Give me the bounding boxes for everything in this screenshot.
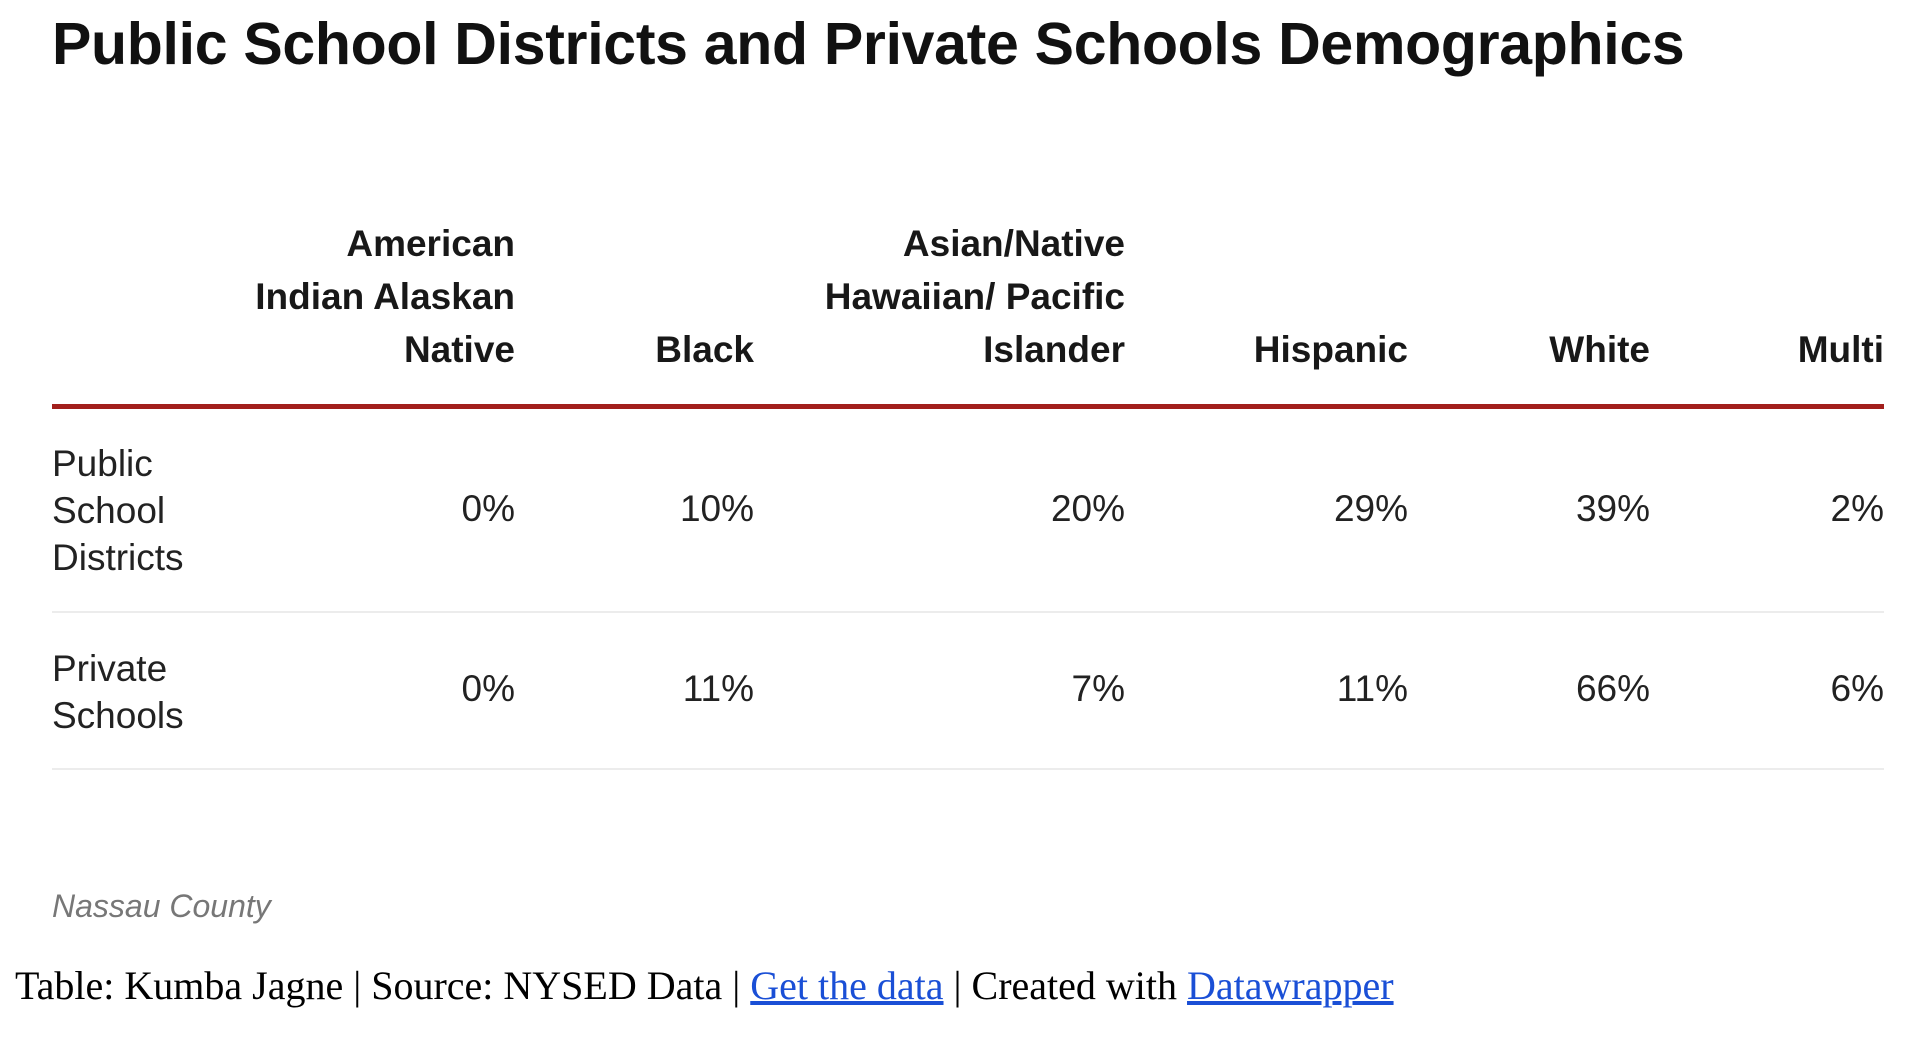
get-the-data-link[interactable]: Get the data: [750, 963, 944, 1008]
table-cell: 20%: [1050, 488, 1125, 529]
row-label: Public School Districts: [52, 443, 184, 578]
table-cell: 6%: [1830, 668, 1884, 709]
footer-created-with: | Created with: [943, 963, 1188, 1008]
row-divider: [52, 611, 1884, 613]
column-header: Multi: [1744, 166, 1884, 376]
table-cell: 11%: [1336, 668, 1408, 709]
column-header: Black: [604, 166, 754, 376]
column-header: American Indian Alaskan Native: [255, 166, 515, 376]
table-cell: 0%: [461, 668, 515, 709]
column-header-label: Black: [655, 329, 754, 370]
table-cell: 39%: [1575, 488, 1650, 529]
table-cell: 10%: [679, 488, 754, 529]
table-cell: 7%: [1071, 668, 1125, 709]
table-note: Nassau County: [52, 888, 271, 924]
table-cell: 11%: [682, 668, 754, 709]
column-header-label: Hispanic: [1253, 329, 1408, 370]
row-label: Private Schools: [52, 648, 184, 736]
column-header-label: Asian/Native Hawaiian/ Pacific Islander: [824, 223, 1125, 370]
header-rule: [52, 404, 1884, 409]
column-header-label: Multi: [1797, 329, 1884, 370]
column-header-label: White: [1549, 329, 1650, 370]
footer: Table: Kumba Jagne | Source: NYSED Data …: [15, 962, 1394, 1009]
column-header: White: [1470, 166, 1650, 376]
table-cell: 29%: [1333, 488, 1408, 529]
row-divider: [52, 768, 1884, 770]
table-cell: 66%: [1575, 668, 1650, 709]
column-header: Hispanic: [1208, 166, 1408, 376]
table-title: Public School Districts and Private Scho…: [52, 11, 1685, 77]
table-cell: 2%: [1830, 488, 1884, 529]
column-header: Asian/Native Hawaiian/ Pacific Islander: [785, 166, 1125, 376]
table-cell: 0%: [461, 488, 515, 529]
column-header-label: American Indian Alaskan Native: [255, 223, 515, 370]
datawrapper-link[interactable]: Datawrapper: [1187, 963, 1394, 1008]
footer-credits: Table: Kumba Jagne | Source: NYSED Data …: [15, 963, 751, 1008]
